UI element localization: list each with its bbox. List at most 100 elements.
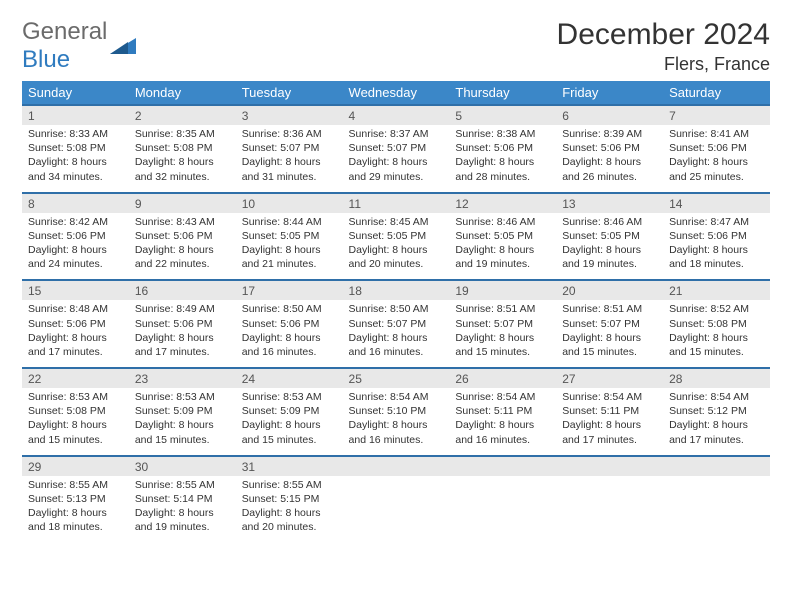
- sunrise-text: Sunrise: 8:42 AM: [28, 215, 123, 229]
- sunset-text: Sunset: 5:08 PM: [669, 317, 764, 331]
- sunrise-text: Sunrise: 8:45 AM: [349, 215, 444, 229]
- day-header: Tuesday: [236, 81, 343, 105]
- day-content-cell: Sunrise: 8:38 AMSunset: 5:06 PMDaylight:…: [449, 125, 556, 193]
- day-number-cell: 20: [556, 280, 663, 300]
- daylight-text-1: Daylight: 8 hours: [455, 243, 550, 257]
- sunrise-text: Sunrise: 8:41 AM: [669, 127, 764, 141]
- daylight-text-2: and 22 minutes.: [135, 257, 230, 271]
- day-number-cell: 18: [343, 280, 450, 300]
- day-number-cell: 9: [129, 193, 236, 213]
- day-content-cell: [343, 476, 450, 543]
- sunrise-text: Sunrise: 8:54 AM: [349, 390, 444, 404]
- sunset-text: Sunset: 5:06 PM: [28, 317, 123, 331]
- day-content-cell: Sunrise: 8:52 AMSunset: 5:08 PMDaylight:…: [663, 300, 770, 368]
- sunrise-text: Sunrise: 8:47 AM: [669, 215, 764, 229]
- sunset-text: Sunset: 5:08 PM: [135, 141, 230, 155]
- daylight-text-1: Daylight: 8 hours: [349, 243, 444, 257]
- sunrise-text: Sunrise: 8:52 AM: [669, 302, 764, 316]
- daylight-text-1: Daylight: 8 hours: [669, 243, 764, 257]
- day-content-row: Sunrise: 8:55 AM Sunset: 5:13 PMDaylight:…: [22, 476, 770, 543]
- sunset-text: Sunset: 5:06 PM: [135, 229, 230, 243]
- daylight-text-1: Daylight: 8 hours: [562, 155, 657, 169]
- daylight-text-2: and 19 minutes.: [135, 520, 230, 534]
- daylight-text-1: Daylight: 8 hours: [669, 155, 764, 169]
- daylight-text-2: and 15 minutes.: [669, 345, 764, 359]
- sunrise-text: Sunrise: 8:54 AM: [455, 390, 550, 404]
- day-content-cell: Sunrise: 8:43 AMSunset: 5:06 PMDaylight:…: [129, 213, 236, 281]
- sunrise-text: Sunrise: 8:43 AM: [135, 215, 230, 229]
- sunset-text: Sunset: 5:05 PM: [562, 229, 657, 243]
- day-number-cell: 31: [236, 456, 343, 476]
- daylight-text-1: Daylight: 8 hours: [562, 331, 657, 345]
- day-content-row: Sunrise: 8:33 AMSunset: 5:08 PMDaylight:…: [22, 125, 770, 193]
- day-content-cell: Sunrise: 8:46 AMSunset: 5:05 PMDaylight:…: [449, 213, 556, 281]
- daylight-text-1: Daylight: 8 hours: [242, 243, 337, 257]
- day-number-row: 22232425262728: [22, 368, 770, 388]
- day-number-row: 15161718192021: [22, 280, 770, 300]
- day-content-cell: Sunrise: 8:46 AMSunset: 5:05 PMDaylight:…: [556, 213, 663, 281]
- day-number-cell: 24: [236, 368, 343, 388]
- sunrise-text: Sunrise: 8:38 AM: [455, 127, 550, 141]
- day-number-cell: 2: [129, 105, 236, 125]
- daylight-text-1: Daylight: 8 hours: [135, 418, 230, 432]
- sunset-text: Sunset: 5:07 PM: [562, 317, 657, 331]
- daylight-text-2: and 24 minutes.: [28, 257, 123, 271]
- day-number-row: 1234567: [22, 105, 770, 125]
- day-number-cell: 19: [449, 280, 556, 300]
- sunrise-text: Sunrise: 8:48 AM: [28, 302, 123, 316]
- day-content-cell: Sunrise: 8:42 AMSunset: 5:06 PMDaylight:…: [22, 213, 129, 281]
- day-header: Thursday: [449, 81, 556, 105]
- sunrise-text: Sunrise: 8:51 AM: [455, 302, 550, 316]
- day-content-cell: Sunrise: 8:54 AMSunset: 5:11 PMDaylight:…: [556, 388, 663, 456]
- day-number-cell: 11: [343, 193, 450, 213]
- daylight-text-1: Daylight: 8 hours: [242, 418, 337, 432]
- day-number-cell: 1: [22, 105, 129, 125]
- sunset-text: Sunset: 5:08 PM: [28, 404, 123, 418]
- daylight-text-1: Daylight: 8 hours: [669, 418, 764, 432]
- sunrise-text: Sunrise: 8:37 AM: [349, 127, 444, 141]
- daylight-text-1: Daylight: 8 hours: [455, 331, 550, 345]
- logo-text-general: General: [22, 18, 107, 45]
- sunset-text: Sunset: 5:06 PM: [135, 317, 230, 331]
- daylight-text-2: and 25 minutes.: [669, 170, 764, 184]
- location: Flers, France: [557, 54, 770, 75]
- day-number-cell: 29: [22, 456, 129, 476]
- daylight-text-2: and 15 minutes.: [28, 433, 123, 447]
- sunrise-text: Sunrise: 8:54 AM: [669, 390, 764, 404]
- sunset-text: Sunset: 5:05 PM: [349, 229, 444, 243]
- daylight-text-1: Daylight: 8 hours: [28, 506, 123, 520]
- sunset-text: Sunset: 5:10 PM: [349, 404, 444, 418]
- sunset-text: Sunset: 5:06 PM: [28, 229, 123, 243]
- day-number-cell: 17: [236, 280, 343, 300]
- sunset-text: Sunset: 5:06 PM: [669, 141, 764, 155]
- day-header: Sunday: [22, 81, 129, 105]
- daylight-text-2: and 16 minutes.: [349, 345, 444, 359]
- day-number-cell: 25: [343, 368, 450, 388]
- day-number-cell: 7: [663, 105, 770, 125]
- day-content-cell: Sunrise: 8:33 AMSunset: 5:08 PMDaylight:…: [22, 125, 129, 193]
- day-number-cell: 10: [236, 193, 343, 213]
- day-number-cell: 28: [663, 368, 770, 388]
- day-content-cell: Sunrise: 8:50 AMSunset: 5:06 PMDaylight:…: [236, 300, 343, 368]
- day-content-cell: Sunrise: 8:55 AMSunset: 5:13 PMDaylight:…: [22, 476, 129, 543]
- sunset-text: Sunset: 5:13 PM: [28, 492, 123, 506]
- day-content-cell: Sunrise: 8:55 AMSunset: 5:15 PMDaylight:…: [236, 476, 343, 543]
- daylight-text-1: Daylight: 8 hours: [135, 155, 230, 169]
- daylight-text-2: and 17 minutes.: [669, 433, 764, 447]
- day-number-cell: 3: [236, 105, 343, 125]
- daylight-text-2: and 17 minutes.: [562, 433, 657, 447]
- sunrise-text: Sunrise: 8:53 AM: [28, 390, 123, 404]
- day-number-cell: 23: [129, 368, 236, 388]
- daylight-text-2: and 19 minutes.: [455, 257, 550, 271]
- day-header: Wednesday: [343, 81, 450, 105]
- sunset-text: Sunset: 5:05 PM: [455, 229, 550, 243]
- calendar-table: Sunday Monday Tuesday Wednesday Thursday…: [22, 81, 770, 542]
- day-number-cell: 22: [22, 368, 129, 388]
- day-number-row: 293031: [22, 456, 770, 476]
- daylight-text-2: and 18 minutes.: [669, 257, 764, 271]
- day-number-cell: [449, 456, 556, 476]
- daylight-text-2: and 31 minutes.: [242, 170, 337, 184]
- daylight-text-2: and 20 minutes.: [349, 257, 444, 271]
- day-content-cell: [556, 476, 663, 543]
- sunrise-text: Sunrise: 8:55 AM: [135, 478, 230, 492]
